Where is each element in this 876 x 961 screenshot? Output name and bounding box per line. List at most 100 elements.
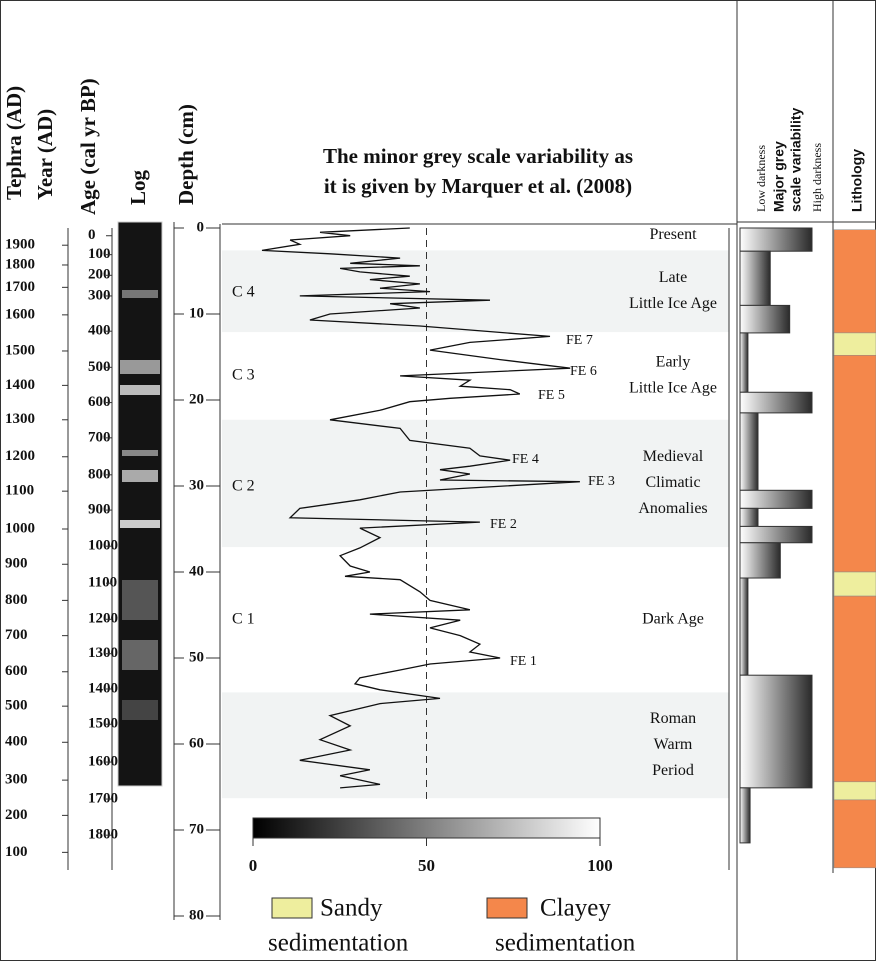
darkness-bar	[739, 391, 813, 414]
grey-title: Major grey	[771, 141, 787, 212]
age-tick-label: 1500	[5, 342, 35, 358]
age-tick-label: 1100	[88, 575, 117, 591]
age-tick-label: 400	[88, 323, 111, 339]
age-tick-label: 800	[5, 592, 28, 608]
zone-label: C 2	[232, 478, 255, 495]
legend-swatch	[486, 897, 528, 919]
darkness-bar	[739, 577, 749, 676]
age-tick-label: 600	[88, 394, 111, 410]
lithology-layer	[833, 799, 876, 869]
darkness-bar	[739, 250, 771, 306]
age-tick-label: 800	[88, 466, 111, 482]
darkness-bar	[739, 542, 781, 579]
event-label: FE 4	[512, 452, 539, 467]
darkness-bar	[739, 787, 751, 844]
y-tick-label: 30	[189, 477, 204, 493]
year-title: Year (AD)	[33, 109, 57, 200]
age-tick-label: 1400	[5, 377, 35, 393]
age-tick-label: 1100	[5, 483, 34, 499]
age-tick-label: 900	[88, 502, 111, 518]
log-title: Log	[126, 169, 150, 205]
age-tick-label: 300	[5, 772, 28, 788]
period-label: Medieval	[643, 448, 704, 465]
period-band	[222, 250, 729, 333]
y-tick-label: 70	[189, 821, 204, 837]
age-tick-label: 1500	[88, 716, 118, 732]
y-tick-label: 20	[189, 391, 204, 407]
darkness-bar	[739, 507, 759, 527]
event-label: FE 2	[490, 517, 517, 532]
depth-title: Depth (cm)	[174, 104, 198, 205]
age-tick-label: 1300	[88, 645, 118, 661]
colorbar	[252, 817, 601, 839]
zone-label: C 4	[232, 284, 255, 301]
darkness-bar	[739, 304, 791, 334]
event-label: FE 5	[538, 388, 565, 403]
period-band	[222, 692, 729, 799]
legend-label: sedimentation	[495, 930, 636, 957]
y-tick-label: 50	[189, 649, 204, 665]
grey-profile	[261, 227, 580, 789]
chart-title: The minor grey scale variability as	[323, 144, 633, 168]
legend-label: sedimentation	[268, 930, 409, 957]
lithology-layer	[833, 332, 876, 356]
y-tick-label: 80	[189, 907, 204, 923]
lithology-layer	[833, 595, 876, 783]
legend-swatch	[271, 897, 313, 919]
age-tick-label: 700	[5, 627, 28, 643]
zone-label: C 1	[232, 611, 255, 628]
age-tick-label: 1000	[5, 520, 35, 536]
period-label: Climatic	[645, 474, 700, 491]
period-label: Present	[649, 226, 697, 243]
high-darkness: High darkness	[810, 143, 824, 212]
legend-label: Sandy	[320, 895, 383, 922]
period-label: Little Ice Age	[629, 295, 717, 312]
age-tick-label: 500	[88, 359, 111, 375]
darkness-bar	[739, 332, 749, 393]
event-label: FE 1	[510, 654, 537, 669]
core-log	[117, 221, 163, 787]
darkness-bar	[739, 525, 813, 544]
age-tick-label: 400	[5, 734, 28, 750]
age-tick-label: 100	[5, 844, 28, 860]
age-tick-label: 0	[88, 227, 96, 243]
period-label: Early	[656, 354, 691, 371]
age-tick-label: 300	[88, 287, 111, 303]
lithology-layer	[833, 571, 876, 597]
darkness-bar	[739, 674, 813, 789]
x-tick-label: 0	[249, 856, 258, 875]
age-tick-label: 1300	[5, 411, 35, 427]
period-label: Period	[652, 762, 694, 779]
age-tick-label: 1600	[5, 306, 35, 322]
period-label: Anomalies	[638, 500, 707, 517]
darkness-bar	[739, 412, 759, 491]
legend-label: Clayey	[540, 895, 611, 922]
period-band	[222, 419, 729, 548]
y-tick-label: 40	[189, 563, 204, 579]
period-label: Little Ice Age	[629, 380, 717, 397]
zone-label: C 3	[232, 367, 255, 384]
low-darkness: Low darkness	[754, 145, 768, 212]
age-tick-label: 700	[88, 429, 111, 445]
age-tick-label: 900	[5, 556, 28, 572]
y-tick-label: 0	[197, 219, 205, 235]
lithology-layer	[833, 355, 876, 573]
lithology-title: Lithology	[849, 149, 865, 212]
x-tick-label: 100	[587, 856, 613, 875]
age-tick-label: 1800	[88, 827, 118, 843]
y-tick-label: 10	[189, 305, 204, 321]
chart-title: it is given by Marquer et al. (2008)	[324, 174, 632, 198]
age-tick-label: 1600	[88, 753, 118, 769]
age-tick-label: 1200	[88, 611, 118, 627]
age-tick-label: 1700	[88, 790, 118, 806]
age-tick-label: 500	[5, 698, 28, 714]
x-tick-label: 50	[418, 856, 435, 875]
lithology-layer	[833, 229, 876, 334]
period-label: Warm	[654, 736, 693, 753]
age-tick-label: 1400	[88, 680, 118, 696]
darkness-bar	[739, 489, 813, 509]
lithology-layer	[833, 781, 876, 801]
period-label: Late	[659, 269, 687, 286]
age-tick-label: 1900	[5, 237, 35, 253]
